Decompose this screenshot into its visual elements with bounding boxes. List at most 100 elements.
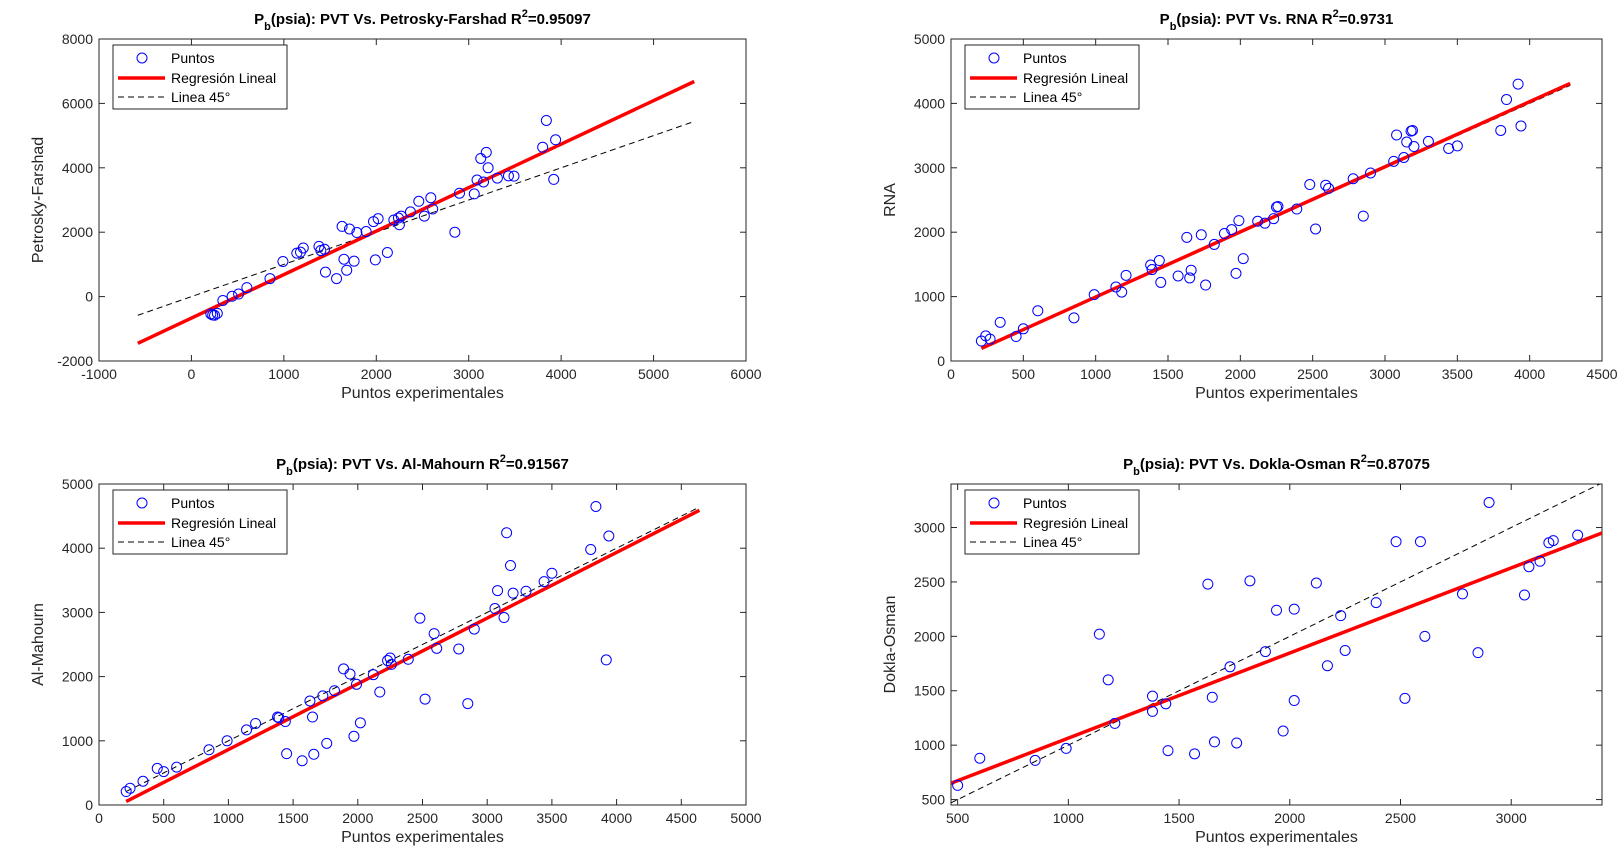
data-point [480, 146, 492, 158]
reference-45-line [137, 120, 695, 316]
x-tick-label: 500 [946, 810, 970, 826]
data-point [1208, 238, 1220, 250]
data-point [603, 530, 615, 542]
legend-label-reference: Linea 45° [171, 89, 230, 105]
x-tick-label: 2500 [1297, 366, 1328, 382]
legend-label-reference: Linea 45° [1023, 89, 1082, 105]
data-point [1422, 135, 1434, 147]
data-point [1029, 754, 1041, 766]
data-point [1185, 264, 1197, 276]
data-point [321, 737, 333, 749]
legend-label-reference: Linea 45° [171, 534, 230, 550]
data-point [1512, 78, 1524, 90]
data-point [308, 748, 320, 760]
data-point [1206, 691, 1218, 703]
data-point [1390, 536, 1402, 548]
y-tick-label: 0 [937, 353, 945, 369]
data-point [1237, 253, 1249, 265]
y-tick-label: 2000 [62, 224, 93, 240]
data-point [381, 246, 393, 258]
chart-panel-3: 0 500 1000 1500 2000 2500 3000 3500 4000 4500 5000… [30, 453, 762, 846]
x-tick-label: 2500 [1385, 810, 1416, 826]
data-point [1291, 203, 1303, 215]
data-point [1501, 94, 1513, 106]
data-point [1172, 270, 1184, 282]
legend-label-reference: Linea 45° [1023, 534, 1082, 550]
data-point [367, 669, 379, 681]
legend-marker-points [988, 52, 1000, 64]
data-point [540, 114, 552, 126]
data-point [1534, 555, 1546, 567]
legend: Puntos Regresión Lineal Linea 45° [112, 489, 288, 555]
data-point [1218, 227, 1230, 239]
x-tick-label: -1000 [81, 366, 117, 382]
data-point [994, 316, 1006, 328]
data-point [1339, 644, 1351, 656]
data-point [1209, 736, 1220, 748]
x-tick-label: 500 [1012, 366, 1036, 382]
data-point [1252, 215, 1264, 227]
y-tick-label: 5000 [62, 476, 93, 492]
legend-label-points: Puntos [171, 50, 215, 66]
data-point [1483, 496, 1495, 508]
data-point [453, 187, 465, 199]
data-point [974, 752, 986, 764]
data-point [1162, 745, 1174, 757]
data-point [1414, 536, 1426, 548]
legend: Puntos Regresión Lineal Linea 45° [964, 489, 1140, 555]
title-part: =0.9731 [1339, 11, 1394, 28]
data-point [404, 206, 416, 218]
x-tick-label: 5000 [730, 810, 761, 826]
x-tick-label: 4000 [1514, 366, 1545, 382]
x-tick-label: 1500 [1152, 366, 1183, 382]
data-point [137, 775, 149, 787]
y-axis-label: RNA [882, 183, 899, 217]
data-point [241, 724, 253, 736]
data-point [348, 255, 360, 267]
data-point [1068, 312, 1080, 324]
y-tick-label: 0 [85, 797, 93, 813]
data-point [425, 192, 437, 204]
title-part: b [1133, 466, 1140, 478]
data-point [319, 266, 331, 278]
data-point [1160, 698, 1172, 710]
x-tick-label: 1000 [213, 810, 244, 826]
data-point [1572, 529, 1584, 541]
data-point [317, 690, 329, 702]
data-point [1116, 286, 1128, 298]
data-point [1120, 269, 1132, 281]
data-point [393, 219, 405, 231]
data-layer [137, 79, 695, 345]
data-point [1195, 229, 1207, 241]
data-point [1451, 140, 1463, 152]
data-point [475, 152, 487, 164]
chart-title: Pb(psia): PVT Vs. RNA R2=0.9731 [1160, 8, 1394, 33]
title-part: =0.91567 [506, 456, 569, 473]
title-part: (psia): PVT Vs. Al-Mahourn R [293, 456, 500, 473]
data-point [1184, 272, 1196, 284]
data-point [508, 170, 520, 182]
y-tick-label: 3000 [62, 604, 93, 620]
y-tick-label: 5000 [914, 31, 945, 47]
data-point [319, 243, 331, 255]
data-point [1155, 276, 1167, 288]
data-point [226, 290, 238, 302]
data-point [1271, 604, 1282, 616]
legend: Puntos Regresión Lineal Linea 45° [964, 44, 1140, 110]
data-point [1388, 155, 1400, 167]
data-point [1060, 742, 1072, 754]
data-point [414, 612, 426, 624]
data-point [449, 226, 461, 238]
data-point [468, 623, 480, 635]
data-point [385, 658, 397, 670]
data-point [372, 213, 384, 225]
data-point [413, 195, 425, 207]
data-point [395, 210, 407, 222]
x-axis-label: Puntos experimentales [1195, 385, 1358, 402]
data-point [392, 212, 404, 224]
data-point [1304, 179, 1316, 191]
y-tick-label: 2000 [62, 669, 93, 685]
data-point [241, 282, 253, 294]
data-point [1288, 695, 1300, 707]
x-axis-label: Puntos experimentales [341, 385, 504, 402]
